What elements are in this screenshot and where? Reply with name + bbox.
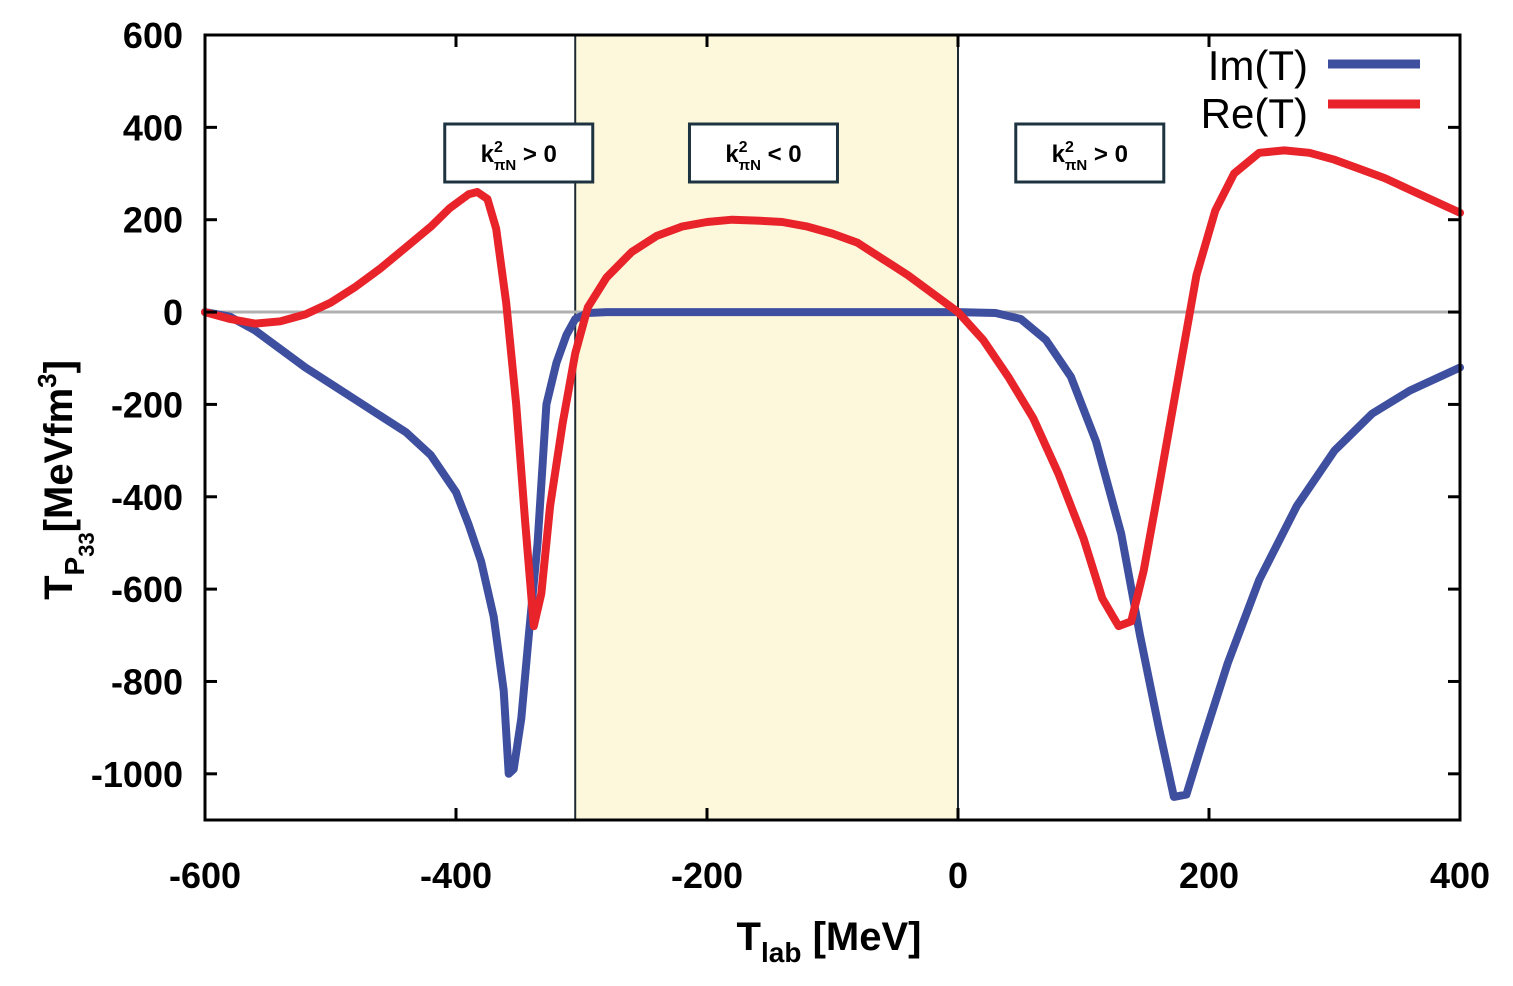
series-line-im <box>201 308 1464 801</box>
legend-label-im: Im(T) <box>1208 42 1308 89</box>
y-tick-label: 200 <box>123 200 183 241</box>
y-axis-label-close: ] <box>37 360 81 373</box>
plot-frame-layer <box>203 33 1462 822</box>
x-tick-label: 0 <box>948 855 968 896</box>
y-axis-label-main: T <box>37 575 81 599</box>
region-label-2: k2 πN < 0 <box>687 122 839 184</box>
x-axis-label-sub: lab <box>761 937 801 968</box>
region-label-3: k2 πN > 0 <box>1014 122 1166 184</box>
region-label-text: k2 πN > 0 <box>1052 139 1128 174</box>
region-label-text: k2 πN > 0 <box>481 139 557 174</box>
region-label-1: k2 πN > 0 <box>443 122 595 184</box>
plot-frame <box>203 33 1462 822</box>
y-axis-label-sub: P <box>59 557 90 576</box>
legend-label-re: Re(T) <box>1201 90 1308 137</box>
x-tick-label: 400 <box>1430 855 1490 896</box>
y-axis-label-sup: 3 <box>32 373 62 387</box>
series-line-re <box>201 146 1464 631</box>
region-labels-layer: k2 πN > 0 k2 πN < 0 k2 πN > 0 <box>443 122 1166 184</box>
region-label-box <box>443 122 595 184</box>
y-tick-label: -600 <box>111 569 183 610</box>
region-label-box <box>687 122 839 184</box>
y-tick-label: -200 <box>111 384 183 425</box>
y-tick-label: -1000 <box>91 754 183 795</box>
tick-layer: -600 -400 -200 0 200 400 600 400 200 0 -200 -400 -60… <box>91 15 1490 896</box>
region-label-box <box>1014 122 1166 184</box>
y-axis-label: TP33[MeVfm3] <box>32 360 99 600</box>
y-axis-label-subsub: 33 <box>74 532 99 556</box>
y-tick-label: 0 <box>163 292 183 333</box>
series-layer <box>201 146 1464 801</box>
legend: Im(T) Re(T) <box>1201 42 1420 137</box>
x-tick-label: -400 <box>420 855 492 896</box>
y-tick-label: 600 <box>123 15 183 56</box>
region-label-text: k2 πN < 0 <box>725 139 801 174</box>
y-tick-label: -800 <box>111 661 183 702</box>
x-axis-label-main: T <box>737 915 761 959</box>
x-axis-label-unit: [MeV] <box>801 915 921 959</box>
y-tick-label: -400 <box>111 477 183 518</box>
x-tick-label: -600 <box>169 855 241 896</box>
x-tick-label: -200 <box>671 855 743 896</box>
y-tick-label: 400 <box>123 107 183 148</box>
y-axis-label-unit: [MeVfm <box>37 388 81 532</box>
x-axis-label: Tlab [MeV] <box>737 915 922 968</box>
x-tick-label: 200 <box>1179 855 1239 896</box>
